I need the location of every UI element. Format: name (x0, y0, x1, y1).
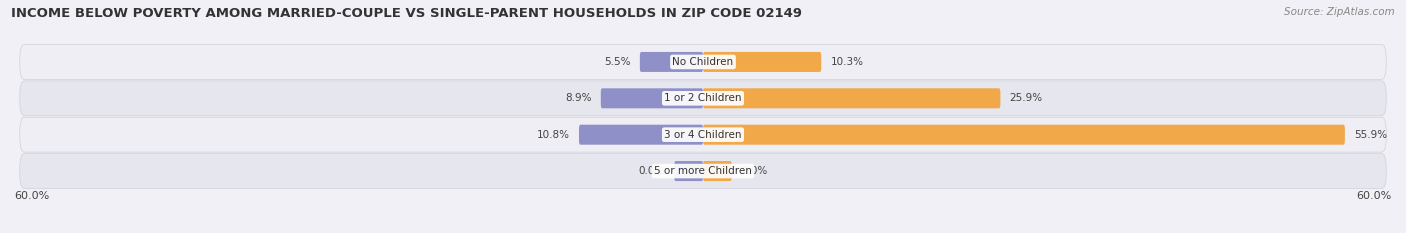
Text: 60.0%: 60.0% (14, 191, 49, 201)
Text: No Children: No Children (672, 57, 734, 67)
FancyBboxPatch shape (703, 161, 731, 181)
Text: 1 or 2 Children: 1 or 2 Children (664, 93, 742, 103)
FancyBboxPatch shape (703, 52, 821, 72)
Text: Source: ZipAtlas.com: Source: ZipAtlas.com (1284, 7, 1395, 17)
Text: 10.3%: 10.3% (831, 57, 863, 67)
FancyBboxPatch shape (703, 125, 1346, 145)
FancyBboxPatch shape (703, 88, 1001, 108)
FancyBboxPatch shape (600, 88, 703, 108)
Text: 8.9%: 8.9% (565, 93, 592, 103)
Text: 10.8%: 10.8% (537, 130, 569, 140)
Text: 60.0%: 60.0% (1357, 191, 1392, 201)
Text: 5 or more Children: 5 or more Children (654, 166, 752, 176)
FancyBboxPatch shape (20, 45, 1386, 79)
Text: 0.0%: 0.0% (638, 166, 665, 176)
Text: 3 or 4 Children: 3 or 4 Children (664, 130, 742, 140)
Text: 25.9%: 25.9% (1010, 93, 1043, 103)
Text: INCOME BELOW POVERTY AMONG MARRIED-COUPLE VS SINGLE-PARENT HOUSEHOLDS IN ZIP COD: INCOME BELOW POVERTY AMONG MARRIED-COUPL… (11, 7, 803, 20)
FancyBboxPatch shape (20, 154, 1386, 188)
FancyBboxPatch shape (20, 81, 1386, 116)
Text: 55.9%: 55.9% (1354, 130, 1388, 140)
Text: 0.0%: 0.0% (741, 166, 768, 176)
Text: 5.5%: 5.5% (605, 57, 631, 67)
FancyBboxPatch shape (20, 117, 1386, 152)
FancyBboxPatch shape (640, 52, 703, 72)
FancyBboxPatch shape (675, 161, 703, 181)
FancyBboxPatch shape (579, 125, 703, 145)
